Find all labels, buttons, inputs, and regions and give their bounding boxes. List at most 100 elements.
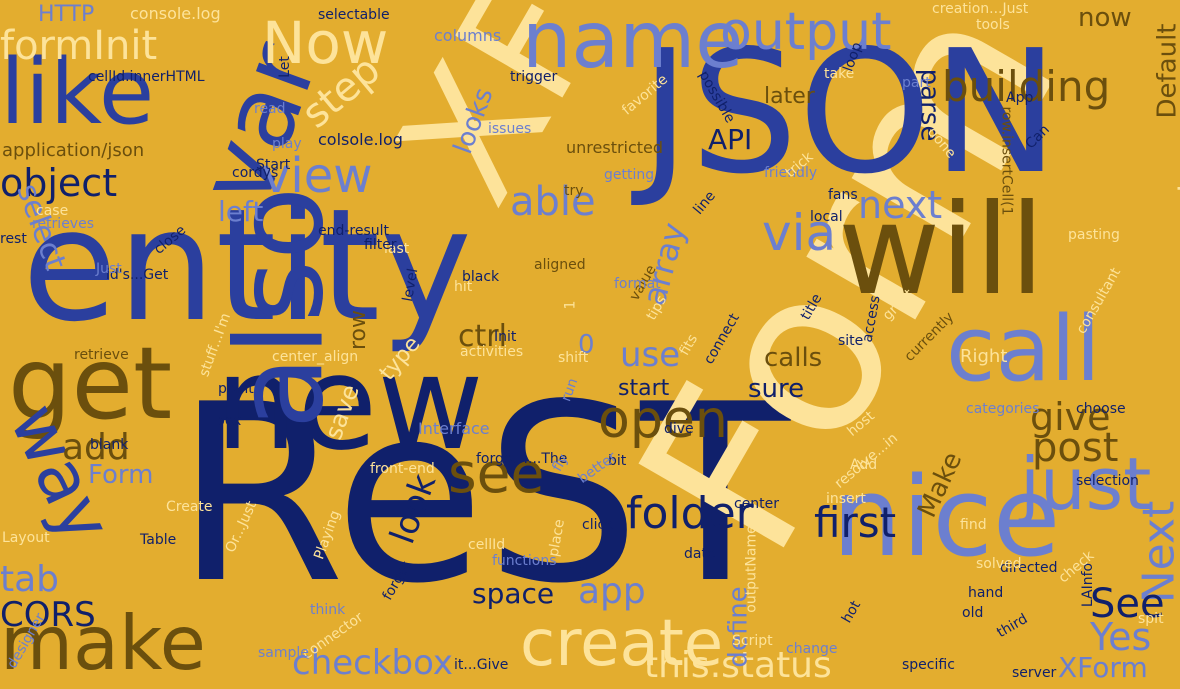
cloud-word: next <box>858 183 943 227</box>
cloud-word: pasting <box>1068 227 1120 243</box>
cloud-word: local <box>810 209 843 225</box>
cloud-word: App <box>1006 90 1034 106</box>
cloud-word: nice <box>832 453 1061 581</box>
cloud-word: now <box>1078 3 1132 33</box>
cloud-word: XForm <box>1058 651 1148 684</box>
cloud-word: rest <box>0 231 27 247</box>
cloud-word: read <box>254 101 286 117</box>
cloud-word: console.log <box>130 4 221 23</box>
cloud-word: trigger <box>510 69 558 85</box>
cloud-word: folder <box>626 488 754 539</box>
cloud-word: date <box>684 546 716 562</box>
cloud-word: Script <box>732 633 773 649</box>
cloud-word: Interface <box>418 419 490 438</box>
cloud-word: site <box>838 333 864 349</box>
cloud-word: cordys <box>232 165 279 181</box>
cloud-word: create <box>520 607 724 681</box>
cloud-word: calls <box>764 343 823 373</box>
cloud-word: able <box>510 179 596 225</box>
cloud-word: getting <box>604 167 655 183</box>
cloud-word: Form <box>88 460 154 490</box>
cloud-word: Let <box>276 56 293 78</box>
cloud-word: open <box>598 390 728 450</box>
cloud-word: selectable <box>318 7 390 23</box>
cloud-word: part <box>902 75 931 91</box>
cloud-word: blank <box>90 437 129 453</box>
cloud-word: application/json <box>2 140 145 161</box>
cloud-word: Default <box>1152 23 1180 119</box>
cloud-word: point <box>218 381 254 397</box>
cloud-word: friendly <box>764 165 818 181</box>
cloud-word: first <box>814 498 897 547</box>
cloud-word: new <box>215 327 484 479</box>
cloud-word: end-result <box>318 223 390 239</box>
cloud-word: use <box>620 335 681 375</box>
cloud-word: functions <box>492 553 557 569</box>
cloud-word: ReST <box>175 352 791 637</box>
cloud-word: ctrl <box>458 319 507 354</box>
cloud-word: activities <box>460 344 524 360</box>
cloud-word: find <box>960 517 987 533</box>
cloud-word: forgot!....The <box>476 451 568 467</box>
cloud-word: unrestricted <box>566 138 664 157</box>
cloud-word: tools <box>976 17 1010 33</box>
cloud-word: Add <box>850 457 878 473</box>
cloud-word: name <box>522 0 744 86</box>
cloud-word: spit <box>1138 611 1164 627</box>
cloud-word: view <box>262 148 373 204</box>
cloud-word: play <box>272 136 302 152</box>
cloud-word: dive <box>664 421 694 437</box>
cloud-word: start <box>618 376 670 401</box>
cloud-word: call <box>946 297 1101 402</box>
cloud-word: sample <box>258 645 309 661</box>
cloud-word: retrieves <box>32 216 95 232</box>
cloud-word: center_align <box>272 349 359 365</box>
cloud-word: center <box>734 496 780 512</box>
cloud-word: black <box>462 269 500 285</box>
cloud-word: 0 <box>578 330 595 360</box>
cloud-word: retrieve <box>74 347 129 363</box>
cloud-word: Right <box>960 346 1008 367</box>
cloud-word: row.insertCell(1 <box>998 106 1015 216</box>
cloud-word: issues <box>488 121 532 137</box>
cloud-word: Just <box>96 261 122 277</box>
cloud-word: will <box>838 178 1045 323</box>
cloud-word: JSON <box>640 14 1060 212</box>
cloud-word: Create <box>166 499 213 515</box>
cloud-word: See <box>1090 581 1165 627</box>
cloud-word: try <box>564 183 584 199</box>
cloud-word: id's...Get <box>106 267 169 283</box>
cloud-word: add <box>62 427 130 468</box>
cloud-word: solved <box>976 556 1022 572</box>
cloud-word: filter <box>364 237 397 253</box>
cloud-word: object <box>0 161 118 205</box>
cloud-word: Now <box>262 9 389 77</box>
cloud-word: make <box>0 599 206 687</box>
cloud-word: fans <box>828 187 858 203</box>
cloud-word: post <box>1032 425 1119 471</box>
cloud-word: get <box>8 325 173 442</box>
cloud-word: last <box>384 241 410 257</box>
cloud-word: checkbox <box>292 643 454 683</box>
cloud-word: cellId.innerHTML <box>88 69 205 85</box>
cloud-word: selection <box>1076 473 1139 489</box>
cloud-word: format <box>614 276 661 292</box>
cloud-word: hit <box>454 279 473 295</box>
cloud-word: front-end <box>370 461 435 477</box>
cloud-word: see <box>448 441 545 505</box>
cloud-word: old <box>962 605 984 621</box>
cloud-word: sure <box>748 374 805 404</box>
cloud-word: creation...Just <box>932 1 1029 17</box>
cloud-word: tab <box>0 559 60 600</box>
cloud-word: columns <box>434 26 502 45</box>
cloud-word: third <box>994 610 1031 642</box>
cloud-word: aligned <box>534 257 586 273</box>
cloud-word: Layout <box>2 530 50 546</box>
cloud-word: output <box>720 2 892 62</box>
cloud-word: click <box>582 517 614 533</box>
cloud-word: directed <box>1000 560 1058 576</box>
cloud-word: it...Give <box>454 657 509 673</box>
cloud-word: HTTP <box>38 2 95 27</box>
cloud-word: choose <box>1076 401 1126 417</box>
cloud-word: Start <box>256 157 291 173</box>
